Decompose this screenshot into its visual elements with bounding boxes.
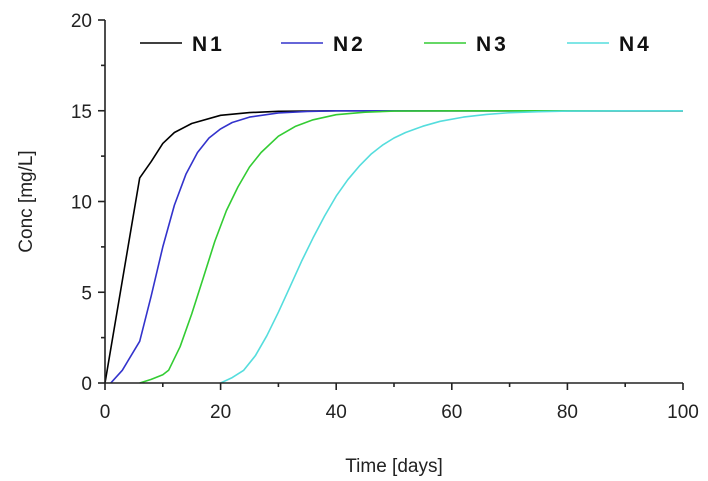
- y-axis-title: Conc [mg/L]: [16, 150, 37, 252]
- series-line-n4: [220, 110, 683, 384]
- y-tick-label: 0: [81, 374, 92, 395]
- x-ticks: 0 20 40 60 80 100: [100, 383, 699, 423]
- axes: [104, 20, 683, 384]
- legend-label-n2: N2: [333, 33, 366, 56]
- y-ticks: 0 5 10 15 20: [71, 11, 105, 395]
- legend: N1 N2 N3 N4: [140, 33, 652, 56]
- series-layer: [104, 110, 683, 384]
- y-tick-label: 5: [81, 283, 92, 304]
- y-tick-label: 15: [71, 102, 92, 123]
- series-line-n3: [139, 110, 683, 384]
- x-tick-label: 20: [210, 402, 231, 423]
- y-tick-label: 10: [71, 193, 92, 214]
- x-tick-label: 80: [557, 402, 578, 423]
- x-axis-title: Time [days]: [345, 456, 443, 477]
- legend-label-n4: N4: [619, 33, 652, 56]
- legend-label-n1: N1: [192, 33, 225, 56]
- series-line-n1: [104, 110, 683, 384]
- legend-label-n3: N3: [476, 33, 509, 56]
- x-tick-label: 60: [441, 402, 462, 423]
- x-tick-label: 40: [326, 402, 347, 423]
- y-tick-label: 20: [71, 11, 92, 32]
- x-tick-label: 0: [100, 402, 111, 423]
- x-tick-label: 100: [667, 402, 699, 423]
- series-line-n2: [110, 110, 683, 384]
